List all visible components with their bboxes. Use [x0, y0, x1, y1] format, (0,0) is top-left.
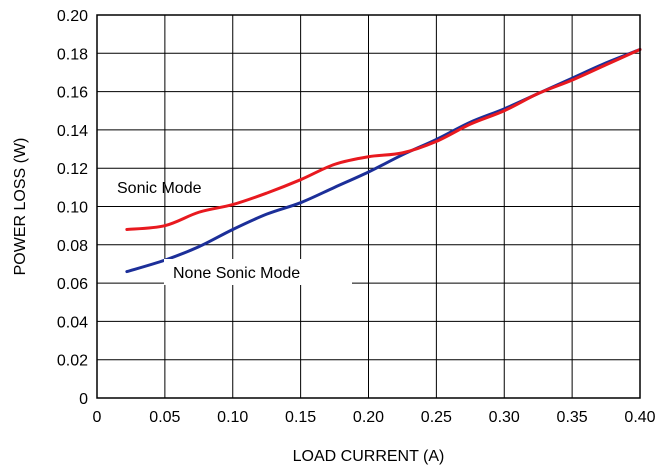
- series-lines: [125, 47, 642, 274]
- x-tick-label: 0.10: [217, 409, 248, 426]
- x-tick-labels: 0 0.05 0.10 0.15 0.20 0.25 0.30 0.35 0.40: [93, 409, 656, 426]
- x-tick-label: 0.30: [489, 409, 520, 426]
- y-tick-label: 0.02: [57, 353, 88, 370]
- x-axis-title: LOAD CURRENT (A): [293, 448, 445, 465]
- x-tick-label: 0: [93, 409, 102, 426]
- y-tick-label: 0.10: [57, 200, 88, 217]
- x-tick-label: 0.25: [421, 409, 452, 426]
- x-tick-label: 0.05: [149, 409, 180, 426]
- annotation-background-none-sonic-mode: [164, 259, 352, 285]
- y-tick-label: 0.20: [57, 8, 88, 25]
- plot-frame: [96, 14, 641, 399]
- y-tick-label: 0: [79, 391, 88, 408]
- y-tick-label: 0.14: [57, 123, 88, 140]
- annotation-sonic-mode: Sonic Mode: [117, 180, 202, 197]
- x-tick-label: 0.35: [557, 409, 588, 426]
- series-line-sonic-mode: [125, 47, 642, 231]
- y-tick-label: 0.18: [57, 46, 88, 63]
- y-tick-label: 0.08: [57, 238, 88, 255]
- y-tick-label: 0.12: [57, 161, 88, 178]
- x-tick-label: 0.40: [624, 409, 655, 426]
- x-tick-label: 0.20: [353, 409, 384, 426]
- y-tick-label: 0.16: [57, 85, 88, 102]
- x-tick-label: 0.15: [285, 409, 316, 426]
- annotation-none-sonic-mode: None Sonic Mode: [173, 265, 300, 282]
- grid: [96, 14, 641, 399]
- y-tick-label: 0.04: [57, 314, 88, 331]
- y-tick-label: 0.06: [57, 276, 88, 293]
- y-tick-labels: 0 0.02 0.04 0.06 0.08 0.10 0.12 0.14 0.16 0.18 0.2…: [57, 8, 88, 408]
- y-axis-title: POWER LOSS (W): [12, 138, 29, 276]
